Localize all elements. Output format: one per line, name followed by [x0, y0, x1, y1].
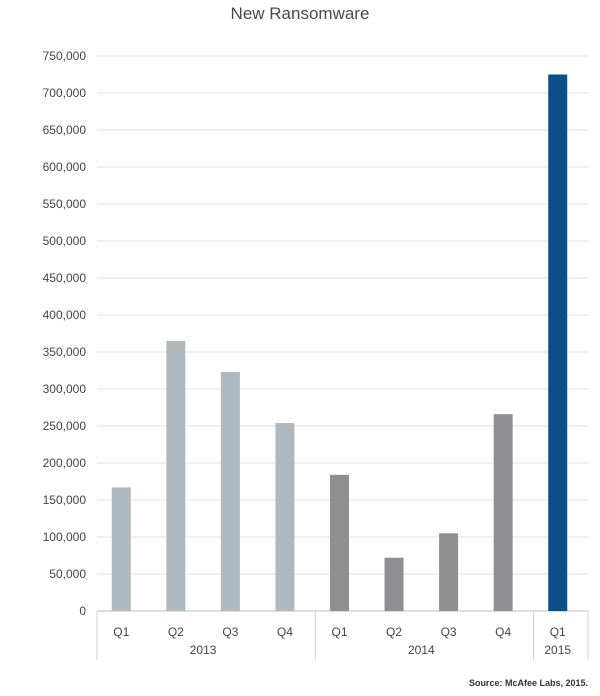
y-tick-label: 100,000: [43, 530, 87, 544]
y-axis-tick-labels: 0 50,000 100,000 150,000 200,000 250,000 300,0…: [43, 49, 87, 618]
y-tick-label: 500,000: [43, 234, 87, 248]
bar: [330, 474, 349, 611]
bar: [384, 557, 404, 611]
x-tick-label: Q4: [277, 625, 293, 639]
y-tick-label: 350,000: [43, 345, 87, 359]
chart-title: New Ransomware: [230, 4, 370, 23]
x-tick-label: Q3: [441, 625, 457, 639]
bar: [220, 371, 240, 611]
x-tick-label: Q2: [386, 625, 402, 639]
bar: [275, 423, 295, 611]
x-group-label: 2013: [190, 643, 217, 657]
bar: [548, 74, 568, 611]
x-tick-label: Q3: [222, 625, 238, 639]
y-tick-label: 50,000: [49, 567, 86, 581]
bar: [166, 340, 186, 611]
y-tick-label: 200,000: [43, 456, 87, 470]
y-tick-label: 450,000: [43, 271, 87, 285]
y-tick-label: 250,000: [43, 419, 87, 433]
x-tick-label: Q4: [495, 625, 511, 639]
x-tick-label: Q1: [331, 625, 347, 639]
x-tick-label: Q1: [550, 625, 566, 639]
y-tick-label: 150,000: [43, 493, 87, 507]
y-tick-label: 750,000: [43, 49, 87, 63]
x-tick-label: Q1: [113, 625, 129, 639]
bars: [111, 74, 568, 611]
source-note: Source: McAfee Labs, 2015.: [468, 678, 588, 688]
bar: [493, 414, 513, 611]
x-group-label: 2014: [408, 643, 435, 657]
y-tick-label: 550,000: [43, 197, 87, 211]
bar: [439, 533, 459, 611]
y-tick-label: 700,000: [43, 86, 87, 100]
y-tick-label: 0: [79, 604, 86, 618]
y-tick-label: 300,000: [43, 382, 87, 396]
x-axis: Q1 Q2 Q3 Q4 Q1 Q2 Q3 Q4 Q1 2013 2014 2015: [96, 611, 589, 660]
y-tick-label: 400,000: [43, 308, 87, 322]
x-group-label: 2015: [544, 643, 571, 657]
y-tick-label: 650,000: [43, 123, 87, 137]
x-tick-label: Q2: [168, 625, 184, 639]
bar: [111, 487, 131, 611]
y-tick-label: 600,000: [43, 160, 87, 174]
